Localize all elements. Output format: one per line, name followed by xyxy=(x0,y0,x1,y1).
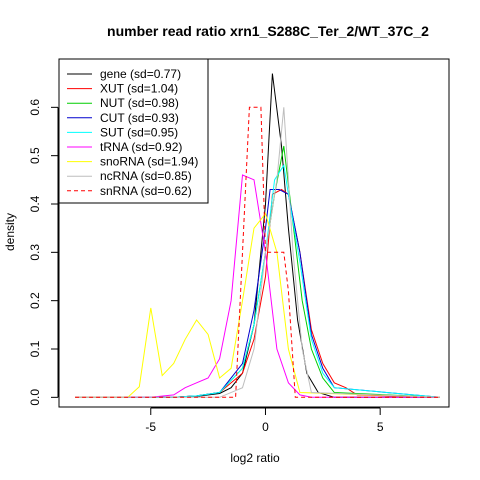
y-tick-label: 0.2 xyxy=(28,292,42,309)
x-axis: -5 0 5 xyxy=(145,407,384,434)
x-tick-label: 0 xyxy=(262,420,269,434)
series-line-8 xyxy=(75,106,440,398)
series-line-5 xyxy=(75,174,440,398)
x-tick-label: 5 xyxy=(377,420,384,434)
legend-label: snoRNA (sd=1.94) xyxy=(100,155,198,169)
x-tick-label: -5 xyxy=(145,420,156,434)
legend-label: XUT (sd=1.04) xyxy=(100,82,178,96)
legend-label: snRNA (sd=0.62) xyxy=(100,184,192,198)
series-line-4 xyxy=(75,163,440,398)
chart-title: number read ratio xrn1_S288C_Ter_2/WT_37… xyxy=(107,23,429,39)
legend-label: gene (sd=0.77) xyxy=(100,67,181,81)
y-tick-label: 0.0 xyxy=(28,389,42,406)
series-lines xyxy=(75,73,440,398)
series-line-0 xyxy=(75,73,440,398)
legend: gene (sd=0.77)XUT (sd=1.04)NUT (sd=0.98)… xyxy=(58,58,209,204)
series-line-6 xyxy=(75,212,440,398)
legend-label: tRNA (sd=0.92) xyxy=(100,140,182,154)
x-axis-label: log2 ratio xyxy=(230,451,280,465)
legend-label: SUT (sd=0.95) xyxy=(100,125,178,139)
y-tick-label: 0.1 xyxy=(28,340,42,357)
legend-label: NUT (sd=0.98) xyxy=(100,96,179,110)
y-tick-label: 0.5 xyxy=(28,147,42,164)
plot-frame xyxy=(58,58,450,408)
series-line-7 xyxy=(75,107,440,398)
legend-box xyxy=(58,58,209,204)
y-tick-label: 0.3 xyxy=(28,244,42,261)
legend-label: ncRNA (sd=0.85) xyxy=(100,169,192,183)
y-axis-label: density xyxy=(3,213,17,251)
y-axis: 0.0 0.1 0.2 0.3 0.4 0.5 0.6 xyxy=(28,99,59,406)
legend-label: CUT (sd=0.93) xyxy=(100,111,179,125)
y-tick-label: 0.4 xyxy=(28,195,42,212)
y-tick-label: 0.6 xyxy=(28,99,42,116)
